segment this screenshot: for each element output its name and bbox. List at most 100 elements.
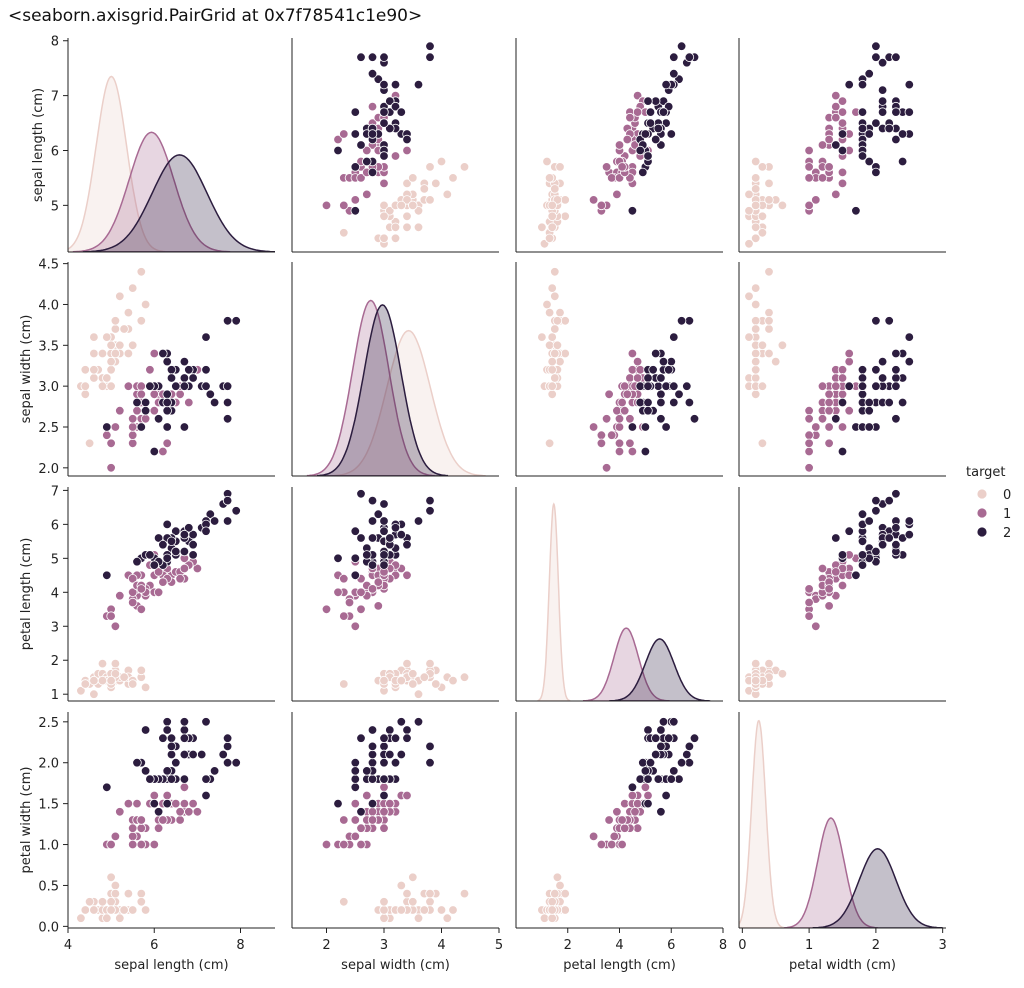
scatter-point-target-1 xyxy=(136,823,147,833)
scatter-point-target-2 xyxy=(367,774,378,784)
scatter-point-target-0 xyxy=(80,365,91,375)
scatter-point-target-1 xyxy=(184,397,194,408)
scatter-point-target-1 xyxy=(804,463,814,473)
scatter-point-target-2 xyxy=(373,509,384,519)
y-tick-label: 3 xyxy=(51,620,59,635)
scatter-point-target-0 xyxy=(757,228,768,238)
scatter-point-target-0 xyxy=(80,389,91,400)
scatter-point-target-0 xyxy=(547,365,557,375)
scatter-point-target-0 xyxy=(102,913,112,923)
scatter-point-target-2 xyxy=(350,766,361,776)
panel-petal-length-cm-vs-sepal-width-cm xyxy=(291,487,499,702)
scatter-point-target-0 xyxy=(106,872,116,883)
scatter-point-target-1 xyxy=(614,414,625,424)
scatter-point-target-0 xyxy=(106,897,116,907)
y-tick-label: 1.0 xyxy=(38,839,59,854)
scatter-point-target-0 xyxy=(140,905,151,915)
scatter-point-target-0 xyxy=(402,888,412,899)
panel-sepal-length-cm-vs-sepal-length-cm xyxy=(67,38,275,253)
scatter-point-target-1 xyxy=(110,422,121,432)
scatter-point-target-0 xyxy=(537,332,547,342)
scatter-point-target-0 xyxy=(744,332,754,342)
kde-curve-target-0-sepal-width-cm xyxy=(331,329,486,476)
scatter-point-target-2 xyxy=(367,741,378,752)
scatter-point-target-2 xyxy=(676,316,687,326)
scatter-point-target-1 xyxy=(625,438,635,449)
scatter-point-target-2 xyxy=(656,741,666,752)
scatter-point-target-1 xyxy=(627,446,638,457)
scatter-point-target-0 xyxy=(339,897,349,907)
scatter-point-target-2 xyxy=(425,741,435,752)
scatter-point-target-1 xyxy=(804,446,814,457)
panel-sepal-length-cm-vs-petal-length-cm xyxy=(515,38,723,253)
scatter-point-target-2 xyxy=(231,316,241,326)
scatter-point-target-2 xyxy=(333,798,343,809)
x-tick-label: 2 xyxy=(872,938,880,953)
kde-curve-target-1-sepal-width-cm xyxy=(306,299,435,476)
scatter-point-target-0 xyxy=(555,162,565,172)
scatter-point-target-2 xyxy=(643,406,653,416)
scatter-point-target-0 xyxy=(547,905,557,915)
scatter-point-target-2 xyxy=(425,758,435,768)
scatter-point-target-1 xyxy=(604,815,614,825)
scatter-point-target-0 xyxy=(396,675,407,686)
scatter-point-target-1 xyxy=(356,604,366,615)
scatter-point-target-0 xyxy=(751,324,761,334)
scatter-point-target-1 xyxy=(136,839,147,850)
scatter-point-target-2 xyxy=(222,381,233,391)
scatter-point-target-0 xyxy=(106,365,116,375)
scatter-point-target-2 xyxy=(897,156,908,167)
scatter-point-target-2 xyxy=(658,717,669,727)
scatter-point-target-2 xyxy=(158,348,168,359)
scatter-point-target-1 xyxy=(804,611,814,621)
scatter-point-target-2 xyxy=(877,540,888,550)
scatter-point-target-2 xyxy=(162,553,172,564)
scatter-point-target-0 xyxy=(764,658,774,669)
scatter-point-target-2 xyxy=(831,140,841,150)
scatter-point-target-2 xyxy=(171,758,181,768)
scatter-point-target-1 xyxy=(831,112,841,123)
y-tick-label: 4.0 xyxy=(38,298,59,313)
x-tick-label: 3 xyxy=(380,938,388,953)
panel-sepal-width-cm-vs-sepal-width-cm xyxy=(291,262,499,477)
scatter-point-target-0 xyxy=(560,316,570,326)
kde-curve-target-2-sepal-length-cm xyxy=(82,154,275,252)
scatter-point-target-2 xyxy=(184,523,194,533)
scatter-point-target-0 xyxy=(771,356,781,367)
scatter-point-target-2 xyxy=(643,774,653,784)
scatter-point-target-0 xyxy=(379,200,389,211)
scatter-point-target-1 xyxy=(158,815,168,825)
scatter-point-target-0 xyxy=(757,340,768,351)
scatter-point-target-2 xyxy=(205,389,216,400)
scatter-point-target-2 xyxy=(425,495,435,506)
scatter-point-target-2 xyxy=(656,397,666,408)
scatter-point-target-2 xyxy=(350,107,361,117)
scatter-point-target-1 xyxy=(617,815,627,825)
scatter-point-target-2 xyxy=(145,774,155,784)
scatter-point-target-0 xyxy=(379,211,389,222)
scatter-point-target-1 xyxy=(379,782,389,793)
scatter-point-target-1 xyxy=(333,134,343,145)
scatter-point-target-1 xyxy=(844,356,854,367)
scatter-point-target-1 xyxy=(596,200,607,211)
scatter-point-target-2 xyxy=(356,52,366,62)
scatter-point-target-0 xyxy=(757,162,768,172)
scatter-point-target-1 xyxy=(115,807,125,817)
scatter-point-target-2 xyxy=(837,397,848,408)
scatter-point-target-2 xyxy=(390,523,401,533)
scatter-point-target-2 xyxy=(162,798,172,809)
scatter-point-target-1 xyxy=(601,162,612,172)
scatter-point-target-2 xyxy=(350,129,361,139)
scatter-point-target-0 xyxy=(408,679,418,689)
scatter-point-target-0 xyxy=(110,316,121,326)
scatter-point-target-2 xyxy=(166,774,177,784)
scatter-point-target-1 xyxy=(612,807,622,817)
scatter-point-target-1 xyxy=(612,189,622,200)
scatter-point-target-1 xyxy=(817,381,828,391)
scatter-point-target-1 xyxy=(367,101,378,112)
scatter-point-target-1 xyxy=(110,621,121,632)
scatter-point-target-2 xyxy=(162,519,172,530)
scatter-point-target-2 xyxy=(864,129,874,139)
scatter-point-target-2 xyxy=(362,550,372,560)
scatter-point-target-2 xyxy=(904,529,915,540)
